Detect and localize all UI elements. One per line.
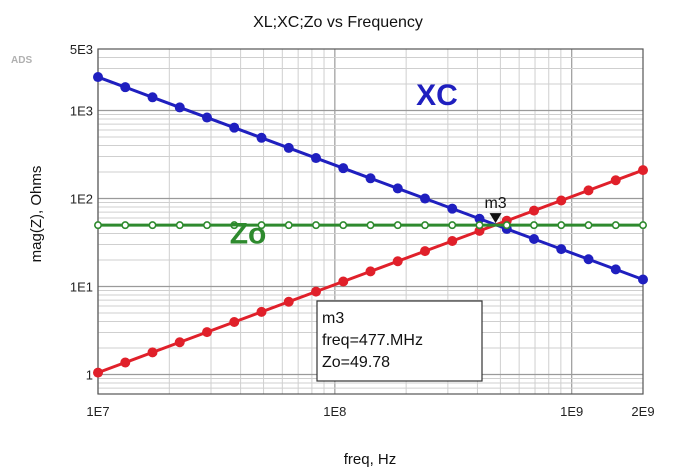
zo-point <box>94 221 103 230</box>
zo-point <box>529 221 538 230</box>
zo-point <box>203 221 212 230</box>
xc-point <box>447 203 458 214</box>
marker-readout-line: Zo=49.78 <box>322 354 390 371</box>
xl-point <box>447 236 458 247</box>
zo-point <box>366 221 375 230</box>
xc-series-label: XC <box>416 79 458 112</box>
xc-point <box>365 173 376 184</box>
xc-point <box>556 244 567 255</box>
zo-point <box>420 221 429 230</box>
series-area <box>93 72 648 378</box>
y-tick-label: 1E3 <box>70 104 93 119</box>
xc-point <box>529 234 539 245</box>
xc-point <box>283 142 294 153</box>
xl-point <box>147 347 158 358</box>
xl-point <box>392 256 403 267</box>
xc-point <box>338 163 349 174</box>
xc-point <box>93 72 103 83</box>
xl-point <box>93 367 103 378</box>
x-tick-label: 1E7 <box>86 404 109 419</box>
zo-point <box>284 221 293 230</box>
zo-point <box>121 221 130 230</box>
zo-point <box>175 221 184 230</box>
xl-point <box>202 327 212 338</box>
xc-point <box>229 122 240 133</box>
x-tick-label: 2E9 <box>631 404 654 419</box>
xl-point <box>638 165 648 176</box>
xc-point <box>392 183 403 194</box>
xc-point <box>174 102 185 113</box>
zo-point <box>638 221 647 230</box>
zo-point <box>148 221 157 230</box>
xl-point <box>529 205 539 216</box>
y-axis-label: mag(Z), Ohms <box>28 166 45 263</box>
zo-point <box>339 221 348 230</box>
marker-readout-line: m3 <box>322 310 344 327</box>
marker-name: m3 <box>484 195 506 212</box>
xc-point <box>420 193 430 204</box>
xl-point <box>365 266 376 277</box>
xc-point <box>202 112 212 123</box>
marker-readout-line: freq=477.MHz <box>322 332 423 349</box>
y-tick-label: 1E2 <box>70 191 93 206</box>
xl-point <box>338 276 349 287</box>
xc-point <box>583 254 594 265</box>
xl-point <box>583 185 594 196</box>
xl-point <box>474 225 485 236</box>
zo-point <box>475 221 484 230</box>
x-tick-label: 1E9 <box>560 404 583 419</box>
xl-point <box>120 357 131 368</box>
xc-point <box>147 92 158 103</box>
zo-point <box>448 221 457 230</box>
xc-point <box>120 82 131 93</box>
y-tick-label: 1 <box>86 367 93 382</box>
zo-point <box>393 221 402 230</box>
marker-triangle <box>489 213 502 224</box>
zo-point <box>557 221 566 230</box>
zo-point <box>311 221 320 230</box>
xl-point <box>311 286 321 297</box>
xc-point <box>311 153 321 164</box>
xc-point <box>610 264 621 275</box>
zo-point <box>502 221 511 230</box>
marker-readout-box <box>316 300 483 382</box>
zo-point <box>230 221 239 230</box>
xl-point <box>420 246 430 257</box>
xl-point <box>256 306 267 317</box>
xl-point <box>610 175 621 186</box>
xl-point <box>556 195 567 206</box>
y-tick-label: 1E1 <box>70 279 93 294</box>
xc-point <box>474 213 485 224</box>
x-tick-label: 1E8 <box>323 404 346 419</box>
x-axis-label: freq, Hz <box>344 451 397 468</box>
y-tick-label: 5E3 <box>70 42 93 57</box>
xc-point <box>256 132 267 143</box>
ads-watermark: ADS <box>11 55 32 66</box>
zo-point <box>584 221 593 230</box>
xl-point <box>283 296 294 307</box>
zo-point <box>257 221 266 230</box>
xc-point <box>638 274 648 285</box>
zo-point <box>611 221 620 230</box>
chart-title: XL;XC;Zo vs Frequency <box>253 14 423 31</box>
zo-series-label: Zo <box>230 217 267 250</box>
xl-point <box>174 337 185 348</box>
xl-point <box>229 316 240 327</box>
